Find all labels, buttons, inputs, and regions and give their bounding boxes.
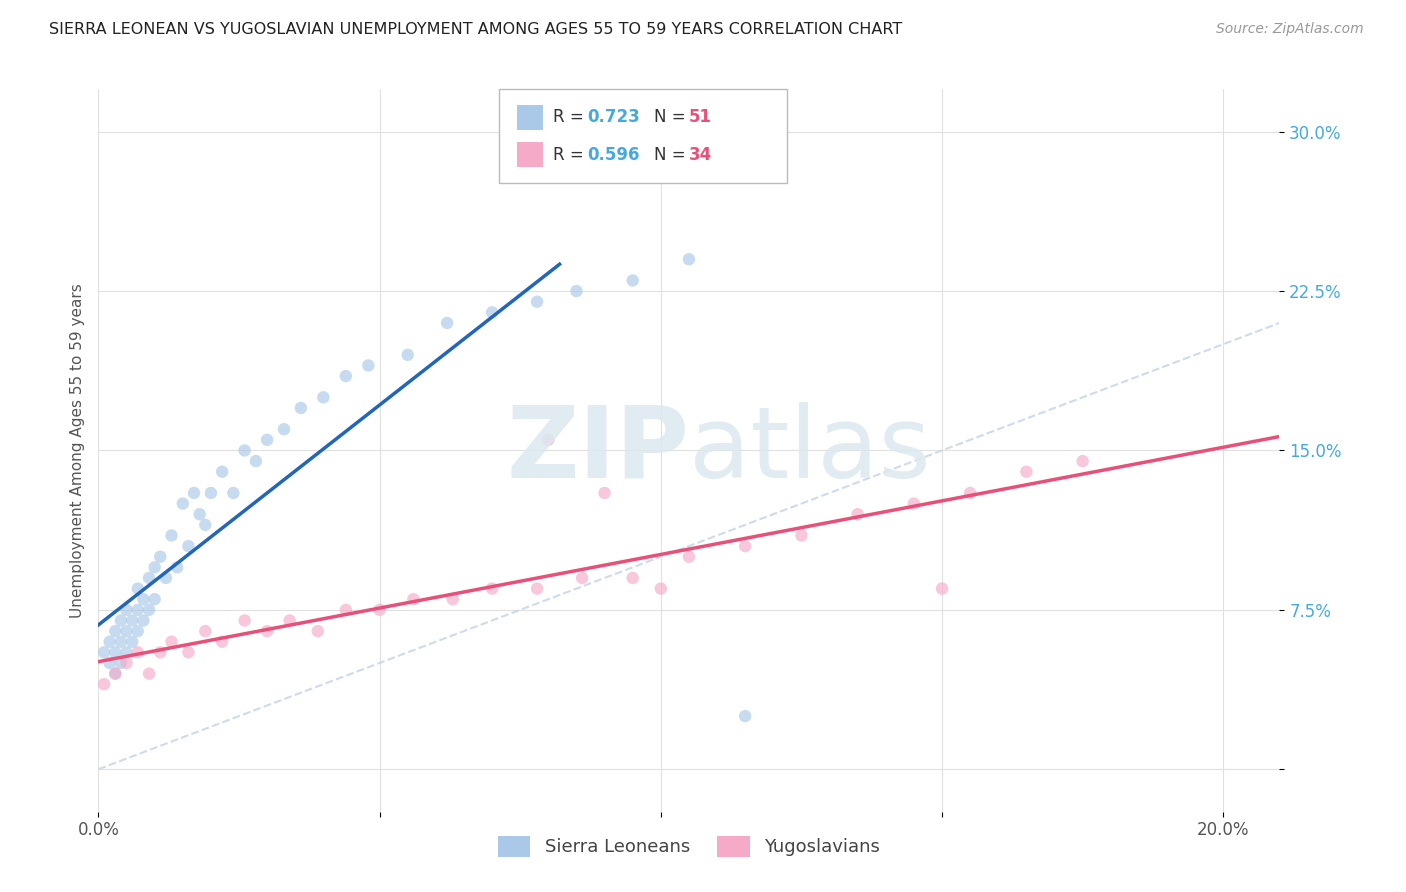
Point [149, 549, 172, 564]
Text: ZIP: ZIP [506, 402, 689, 499]
Point [481, 305, 503, 319]
Point [621, 273, 644, 287]
Text: 0.596: 0.596 [588, 145, 640, 163]
Point [233, 443, 256, 458]
Point [396, 348, 419, 362]
Point [172, 497, 194, 511]
Point [678, 549, 700, 564]
Text: SIERRA LEONEAN VS YUGOSLAVIAN UNEMPLOYMENT AMONG AGES 55 TO 59 YEARS CORRELATION: SIERRA LEONEAN VS YUGOSLAVIAN UNEMPLOYME… [49, 22, 903, 37]
Point [104, 666, 127, 681]
Point [110, 634, 132, 648]
Point [115, 603, 138, 617]
Point [593, 486, 616, 500]
Point [115, 656, 138, 670]
Point [368, 603, 391, 617]
Point [149, 645, 172, 659]
Point [143, 592, 166, 607]
Point [110, 614, 132, 628]
Point [335, 369, 357, 384]
Point [211, 465, 233, 479]
Point [278, 614, 301, 628]
Point [138, 571, 160, 585]
Point [790, 528, 813, 542]
Point [571, 571, 593, 585]
Point [160, 634, 183, 648]
Point [200, 486, 222, 500]
Legend: Sierra Leoneans, Yugoslavians: Sierra Leoneans, Yugoslavians [491, 829, 887, 864]
Point [256, 624, 278, 639]
Point [177, 645, 200, 659]
Point [537, 433, 560, 447]
Point [98, 634, 121, 648]
Point [441, 592, 464, 607]
Point [846, 507, 869, 521]
Text: 0.723: 0.723 [588, 109, 641, 127]
Y-axis label: Unemployment Among Ages 55 to 59 years: Unemployment Among Ages 55 to 59 years [69, 283, 84, 618]
Point [233, 614, 256, 628]
Text: atlas: atlas [689, 402, 931, 499]
Point [650, 582, 672, 596]
Point [402, 592, 425, 607]
Point [104, 645, 127, 659]
Point [245, 454, 267, 468]
Point [93, 677, 115, 691]
Point [1071, 454, 1094, 468]
Point [357, 359, 380, 373]
Point [222, 486, 245, 500]
Point [526, 582, 548, 596]
Point [160, 528, 183, 542]
Point [183, 486, 205, 500]
Point [290, 401, 312, 415]
Point [678, 252, 700, 267]
Point [734, 539, 756, 553]
Point [127, 645, 149, 659]
Point [121, 634, 143, 648]
Point [127, 582, 149, 596]
Point [143, 560, 166, 574]
Text: N =: N = [654, 109, 690, 127]
Point [273, 422, 295, 436]
Point [565, 284, 588, 298]
Point [166, 560, 188, 574]
Point [481, 582, 503, 596]
Point [138, 603, 160, 617]
Text: R =: R = [553, 109, 589, 127]
Point [931, 582, 953, 596]
Point [211, 634, 233, 648]
Point [115, 645, 138, 659]
Point [194, 517, 217, 532]
Point [127, 624, 149, 639]
Text: 51: 51 [689, 109, 711, 127]
Point [1015, 465, 1038, 479]
Point [526, 294, 548, 309]
Point [110, 656, 132, 670]
Point [93, 645, 115, 659]
Point [734, 709, 756, 723]
Point [115, 624, 138, 639]
Point [335, 603, 357, 617]
Point [194, 624, 217, 639]
Point [138, 666, 160, 681]
Point [959, 486, 981, 500]
Point [155, 571, 177, 585]
Text: R =: R = [553, 145, 589, 163]
Point [177, 539, 200, 553]
Point [903, 497, 925, 511]
Point [436, 316, 458, 330]
Text: N =: N = [654, 145, 690, 163]
Point [132, 614, 155, 628]
Text: 34: 34 [689, 145, 713, 163]
Point [312, 390, 335, 404]
Point [127, 603, 149, 617]
Point [256, 433, 278, 447]
Text: Source: ZipAtlas.com: Source: ZipAtlas.com [1216, 22, 1364, 37]
Point [121, 614, 143, 628]
Point [132, 592, 155, 607]
Point [307, 624, 329, 639]
Point [104, 624, 127, 639]
Point [188, 507, 211, 521]
Point [104, 666, 127, 681]
Point [98, 656, 121, 670]
Point [621, 571, 644, 585]
